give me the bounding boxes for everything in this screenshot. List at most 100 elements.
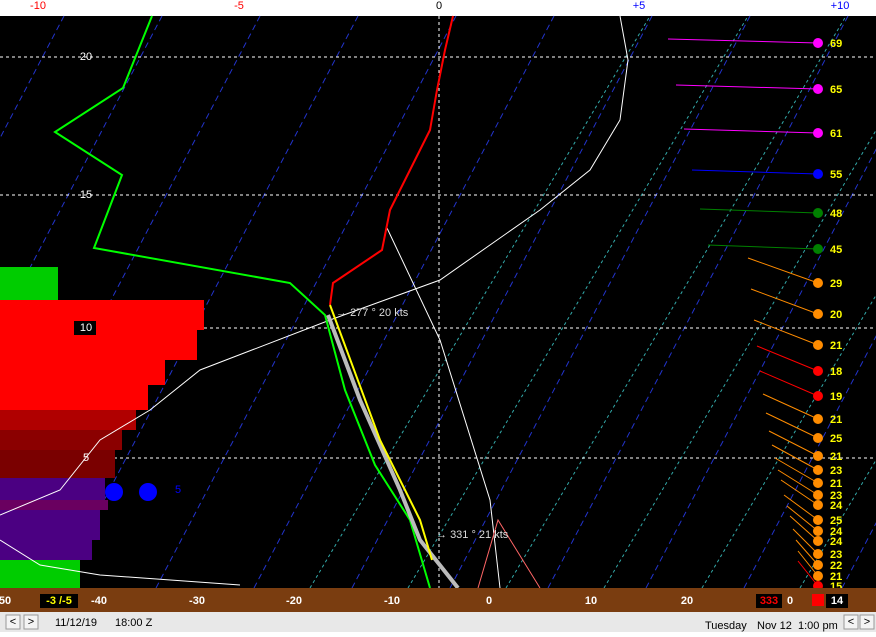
height-label: 10	[80, 322, 92, 334]
wind-speed: 29	[830, 278, 842, 290]
wind-shaft	[780, 479, 819, 506]
wind-shaft	[675, 84, 819, 90]
profile-line	[477, 518, 541, 589]
bar	[0, 510, 100, 540]
mixing-line	[603, 129, 876, 589]
isotherm	[57, 15, 359, 589]
profile-line	[0, 15, 629, 516]
surface-wind: 14	[831, 595, 844, 607]
wind-speed: 24	[830, 536, 843, 548]
bar	[0, 385, 148, 410]
top-tick-label: -5	[234, 0, 244, 12]
wind-shaft	[699, 208, 819, 214]
wind-shaft	[797, 560, 819, 587]
wind-speed: 24	[830, 526, 843, 538]
top-tick-label: +10	[831, 0, 850, 12]
wind-annotation: → 277 ° 20 kts	[336, 307, 409, 319]
wind-dot	[813, 340, 823, 350]
bottom-tick-label: 50	[0, 595, 11, 607]
wind-shaft	[747, 257, 819, 284]
wind-shaft	[765, 412, 819, 439]
wind-speed: 23	[830, 465, 842, 477]
isotherm	[155, 15, 457, 589]
wind-shaft	[691, 169, 819, 175]
bottom-tick-label: -10	[384, 595, 400, 607]
wind-dot	[813, 128, 823, 138]
prev-button[interactable]	[5, 614, 21, 630]
bar	[0, 500, 108, 510]
wind-dot	[813, 465, 823, 475]
height-label: 20	[80, 51, 92, 63]
profile-line	[326, 314, 460, 590]
isotherm	[547, 15, 849, 589]
wind-dot	[813, 478, 823, 488]
next-button[interactable]	[23, 614, 39, 630]
top-axis: -10 -5 0 +5 +10	[30, 0, 849, 12]
profile-line	[329, 15, 454, 306]
wind-dot	[813, 433, 823, 443]
wind-speed: 19	[830, 391, 842, 403]
wind-shaft	[683, 128, 819, 134]
wind-dot	[813, 500, 823, 510]
wind-dot	[813, 38, 823, 48]
mixing-line	[505, 15, 847, 589]
wind-speed: 48	[830, 208, 842, 220]
profile-line	[0, 539, 241, 586]
bar	[0, 450, 115, 478]
next-icon: >	[864, 616, 870, 628]
wind-shaft	[762, 393, 819, 420]
wind-speed: 25	[830, 433, 842, 445]
wind-shaft	[753, 319, 819, 346]
wind-dot	[813, 414, 823, 424]
height-label: 5	[83, 452, 89, 464]
right-box-text: 333	[760, 595, 778, 607]
bar	[0, 540, 92, 560]
left-box-text: -3 /-5	[46, 595, 72, 607]
surface-dot	[812, 594, 824, 606]
height-labels: 20 15 10 5	[74, 51, 96, 464]
wind-dot	[813, 278, 823, 288]
profile-line	[329, 304, 433, 561]
wind-dot	[813, 526, 823, 536]
wind-shaft	[792, 528, 819, 555]
wind-dot	[813, 515, 823, 525]
bottom-tick-label: 10	[585, 595, 597, 607]
wind-speed: 23	[830, 549, 842, 561]
isotherm	[449, 15, 751, 589]
left-box	[40, 594, 78, 608]
wind-dot	[813, 208, 823, 218]
wind-speed: 24	[830, 500, 843, 512]
surface-box	[826, 594, 848, 608]
next-button[interactable]	[859, 614, 875, 630]
status-weekday: Tuesday	[705, 620, 747, 632]
wind-column: 6965615548452920211819212521232123242524…	[667, 38, 843, 593]
status-day: Nov 12	[757, 620, 792, 632]
wind-speed: 21	[830, 478, 842, 490]
bottom-tick-label: -40	[91, 595, 107, 607]
profiles	[0, 15, 629, 590]
status-date: 11/12/19	[55, 617, 97, 629]
bottom-axis	[0, 588, 876, 612]
wind-shaft	[771, 444, 819, 471]
prev-button[interactable]	[843, 614, 859, 630]
wind-speed: 22	[830, 560, 842, 572]
wind-shaft	[667, 38, 819, 44]
wind-speed: 69	[830, 38, 842, 50]
top-strip	[0, 0, 876, 16]
wind-dot	[813, 490, 823, 500]
wind-dot	[813, 571, 823, 581]
wind-shaft	[795, 539, 819, 566]
profile-line	[386, 227, 501, 589]
wind-shaft	[786, 505, 819, 532]
next-icon: >	[28, 616, 34, 628]
wind-speed: 25	[830, 515, 842, 527]
wind-dot	[813, 549, 823, 559]
status-bar	[0, 612, 876, 632]
prev-icon: <	[848, 616, 854, 628]
wind-speed: 61	[830, 128, 842, 140]
mixing-line	[309, 15, 651, 589]
isotherm	[645, 148, 876, 589]
bottom-ticks: 50 -40 -30 -20 -10 0 10 20	[0, 595, 693, 607]
bar	[0, 478, 105, 500]
